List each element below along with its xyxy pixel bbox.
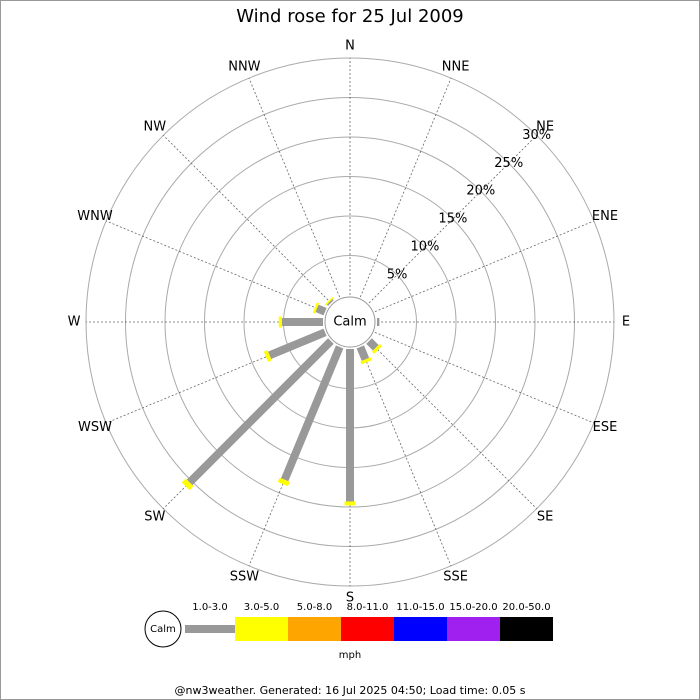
spoke [105,220,326,313]
bar-segment [186,338,334,486]
legend-unit: mph [339,650,361,661]
legend-swatch [394,617,447,641]
bar-segment [366,338,379,351]
footer: @nw3weather. Generated: 16 Jul 2025 04:5… [175,684,526,697]
bar-segment [280,345,344,482]
bar-segment [263,350,272,362]
direction-label: E [622,315,630,330]
direction-label: SSW [230,569,260,584]
direction-label: SW [144,510,165,525]
legend-swatch [447,617,500,641]
direction-label: WSW [78,420,112,435]
legend-swatch [341,617,394,641]
legend-label: 15.0-20.0 [449,602,497,613]
direction-label: W [68,315,81,330]
legend-label: 5.0-8.0 [297,602,332,613]
spoke [359,77,452,298]
bar-segment [312,302,320,314]
bar-segment [371,343,382,354]
bar-segment [324,296,334,306]
direction-label: NE [536,119,554,134]
bar-segment [277,477,290,487]
legend-swatch [185,625,235,633]
ring-label: 10% [411,240,440,255]
bar-segment [315,304,327,316]
ring-label: 15% [438,212,467,227]
legend-label: 20.0-50.0 [502,602,550,613]
spoke [368,340,537,509]
calm-label: Calm [333,315,366,330]
direction-label: SE [537,510,553,525]
spoke [105,331,326,424]
legend-calm-label: Calm [150,624,176,635]
direction-label: ENE [592,209,618,224]
direction-label: ESE [593,420,618,435]
spoke [374,220,595,313]
ring-label: 25% [494,156,523,171]
spoke [368,135,537,304]
legend-swatch [500,617,553,641]
direction-label: SSE [443,569,468,584]
ring-label: 30% [522,128,551,143]
legend-label: 1.0-3.0 [192,602,227,613]
direction-label: N [345,39,355,54]
ring-label: 20% [466,184,495,199]
spoke [248,346,341,567]
legend-swatch [235,617,288,641]
spoke [248,77,341,298]
bar-segment [326,298,334,306]
bar-segment [268,328,327,360]
legend-swatch [288,617,341,641]
spoke [374,331,595,424]
direction-label: S [346,591,354,606]
bar-segment [360,357,372,365]
bar-segment [181,478,194,491]
spoke [359,346,452,567]
direction-label: NNW [228,60,260,75]
legend-label: 11.0-15.0 [396,602,444,613]
legend-label: 3.0-5.0 [244,602,279,613]
ring-label: 5% [387,267,408,282]
direction-label: NW [144,119,167,134]
spoke [163,135,332,304]
legend-label: 8.0-11.0 [347,602,389,613]
bar-segment [356,345,370,361]
direction-label: NNE [442,60,470,75]
chart-title: Wind rose for 25 Jul 2009 [236,6,464,27]
legend-calm [144,610,182,648]
calm-circle [324,296,376,348]
direction-label: WNW [77,209,113,224]
